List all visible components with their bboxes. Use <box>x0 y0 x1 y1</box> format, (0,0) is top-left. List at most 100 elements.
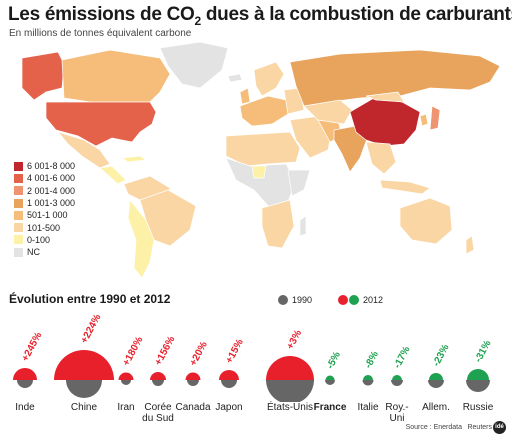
bubble-2012 <box>392 375 402 380</box>
bubble-1990 <box>325 380 335 385</box>
chart-subtitle: En millions de tonnes équivalent carbone <box>9 28 192 39</box>
legend-label: 1 001-3 000 <box>27 198 76 209</box>
bubble-2012 <box>219 370 239 380</box>
country-label: Roy.- Uni <box>385 402 409 424</box>
greenland <box>159 41 229 89</box>
bubble-2012 <box>150 372 166 380</box>
legend-label: 101-500 <box>27 222 61 233</box>
map-legend: 6 001-8 000 4 001-6 000 2 001-4 000 1 001-3… <box>14 160 75 258</box>
bubble-2012 <box>54 350 114 380</box>
legend-label: 501-1 000 <box>27 210 68 221</box>
east-africa <box>287 169 311 197</box>
southern-africa <box>261 199 295 249</box>
legend-swatch <box>14 223 23 233</box>
legend-item: 501-1 000 <box>14 209 75 221</box>
country-label: France <box>313 402 347 413</box>
change-label: -8% <box>363 349 381 370</box>
source-credit: Source : Enerdata <box>405 424 462 431</box>
legend-dot-2012-up <box>338 295 348 305</box>
change-label: +224% <box>79 312 104 345</box>
evolution-title: Évolution entre 1990 et 2012 <box>9 292 171 306</box>
country-label: États-Unis <box>266 402 314 413</box>
central-africa <box>225 157 297 209</box>
legend-item: 6 001-8 000 <box>14 160 75 172</box>
legend-label: 4 001-6 000 <box>27 173 76 184</box>
uk <box>239 87 251 105</box>
legend-item: 101-500 <box>14 221 75 233</box>
publisher-logo: idé <box>493 421 506 434</box>
country-label: Russie <box>462 402 494 413</box>
caribbean <box>121 155 147 163</box>
legend-label-2012: 2012 <box>363 295 384 305</box>
change-label: -23% <box>431 343 452 369</box>
change-label: -31% <box>473 339 494 365</box>
legend-item: 1 001-3 000 <box>14 197 75 209</box>
north-africa <box>225 131 301 167</box>
world-map <box>21 41 501 279</box>
bubble-1990 <box>221 380 237 388</box>
change-label: +3% <box>285 328 304 351</box>
legend-item: NC <box>14 246 75 258</box>
legend-swatch <box>14 235 23 245</box>
bubble-2012 <box>363 375 373 380</box>
country-label: Iran <box>117 402 135 413</box>
bubble-1990 <box>362 380 374 386</box>
mexico <box>56 131 111 169</box>
legend-swatch <box>14 173 23 183</box>
bubble-2012 <box>185 372 201 380</box>
bubble-2012 <box>467 369 489 380</box>
bubble-2012 <box>266 356 314 380</box>
legend-label: 2 001-4 000 <box>27 185 76 196</box>
western-europe <box>239 95 289 127</box>
legend-label-1990: 1990 <box>292 295 313 305</box>
legend-item: 4 001-6 000 <box>14 172 75 184</box>
usa <box>45 101 157 147</box>
eastern-europe <box>283 87 305 115</box>
southeast-asia <box>365 141 397 175</box>
legend-dot-1990 <box>278 295 288 305</box>
central-america <box>99 165 127 185</box>
legend-swatch <box>14 210 23 220</box>
legend-item: 0-100 <box>14 234 75 246</box>
bubble-1990 <box>466 380 490 392</box>
bubble-1990 <box>17 380 33 388</box>
country-label: Chine <box>70 402 98 413</box>
central-asia <box>303 99 353 125</box>
legend-swatch <box>14 198 23 208</box>
bubble-1990 <box>428 380 444 388</box>
change-label: +245% <box>20 330 45 363</box>
japan <box>429 105 441 131</box>
chart-title: Les émissions de CO2 dues à la combustio… <box>8 4 512 28</box>
country-label: Inde <box>15 402 35 413</box>
africa-patch <box>251 165 267 179</box>
new-zealand <box>465 235 475 255</box>
legend-swatch <box>14 161 23 171</box>
country-label: Japon <box>215 402 243 413</box>
bubble-1990 <box>152 380 164 386</box>
scandinavia <box>253 61 285 97</box>
evolution-bubbles: +245% +224% +180% +156% +20% +15% +3% -5% -8% -17… <box>13 312 494 402</box>
change-label: +15% <box>224 337 246 365</box>
legend-label: 0-100 <box>27 234 51 245</box>
alaska <box>21 51 65 101</box>
bubble-2012 <box>13 368 37 380</box>
bubble-1990 <box>187 380 199 386</box>
south-america-south <box>127 199 155 279</box>
mongolia <box>365 91 405 103</box>
change-label: -17% <box>392 345 413 371</box>
legend-item: 2 001-4 000 <box>14 185 75 197</box>
country-label: Allem. <box>422 402 450 413</box>
bubble-1990 <box>66 380 102 398</box>
legend-label: NC <box>27 247 40 258</box>
legend-swatch <box>14 186 23 196</box>
legend-swatch <box>14 247 23 257</box>
bubble-1990 <box>121 380 131 385</box>
country-label: Canada <box>175 402 211 413</box>
legend-label: 6 001-8 000 <box>27 161 76 172</box>
australia <box>399 197 453 245</box>
agency-credit: Reuters <box>467 424 492 431</box>
bubble-2012 <box>325 375 335 380</box>
change-label: +20% <box>188 340 210 368</box>
legend-dot-2012-down <box>349 295 359 305</box>
canada <box>61 49 171 105</box>
